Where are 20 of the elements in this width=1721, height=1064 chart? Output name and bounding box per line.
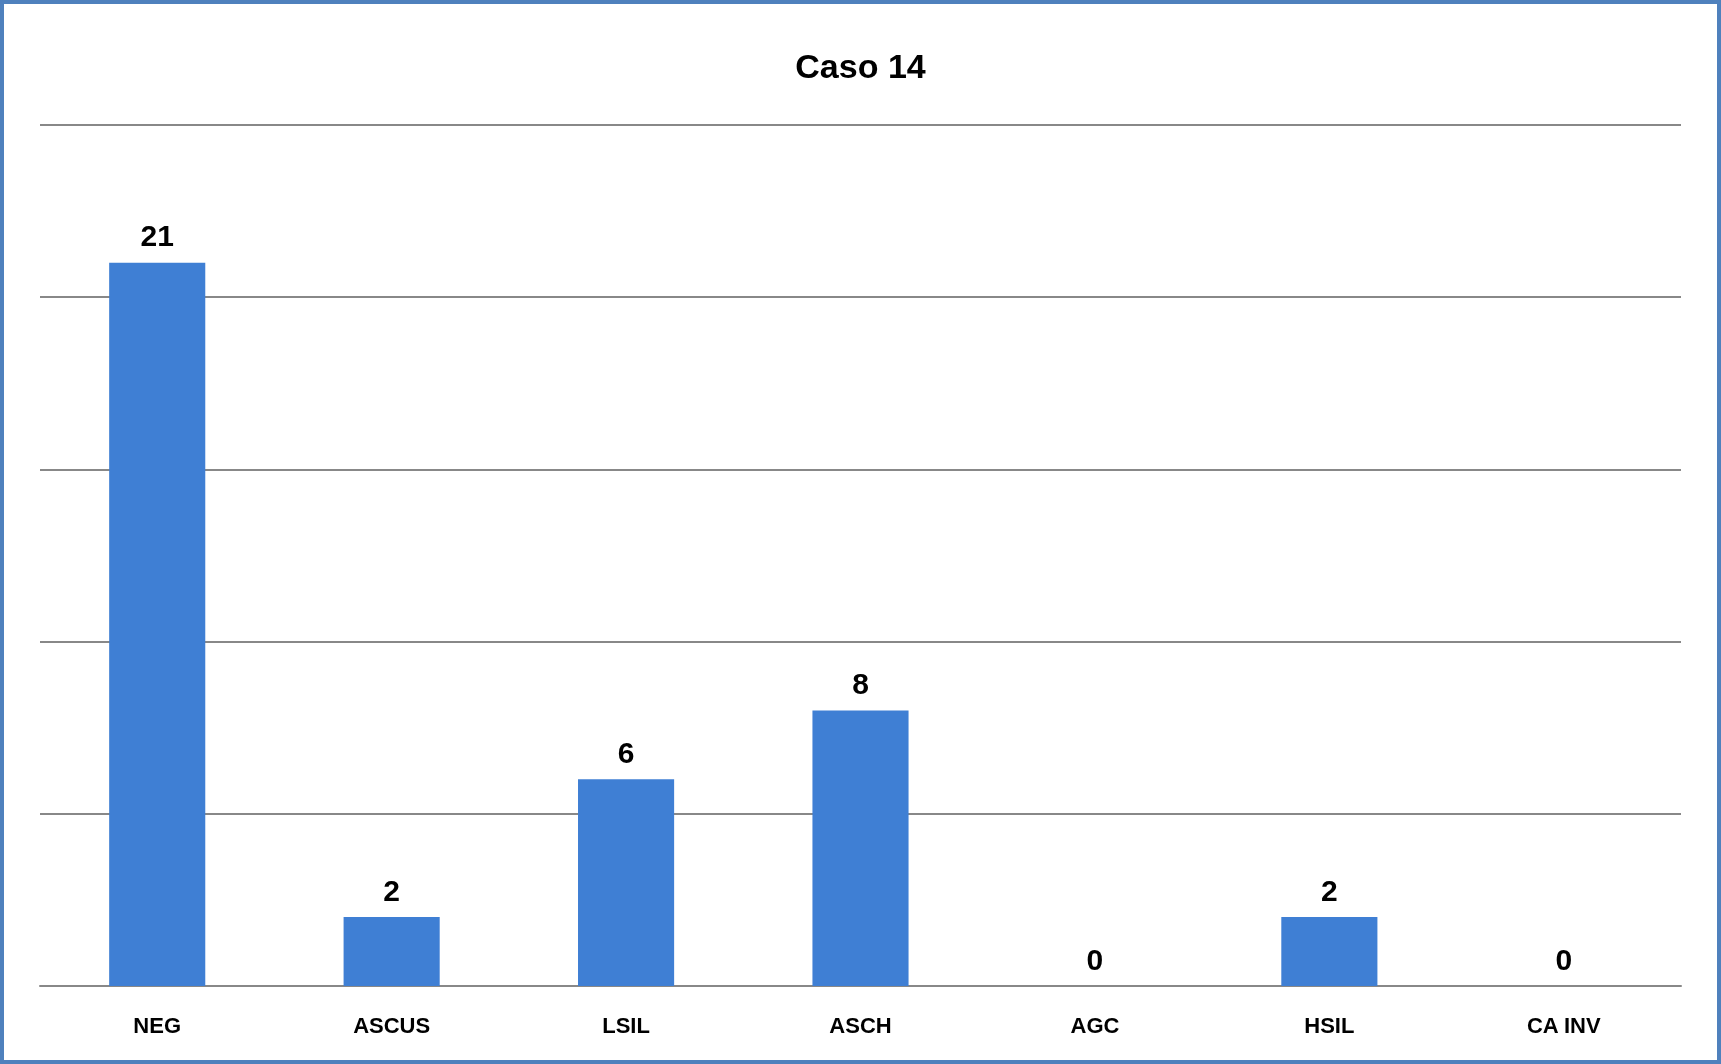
data-label: 6	[617, 735, 635, 769]
x-tick-label: LSIL	[602, 1012, 650, 1038]
data-label: 0	[1555, 942, 1573, 976]
chart-title: Caso 14	[795, 47, 926, 85]
x-tick-label: ASCUS	[353, 1012, 431, 1038]
bar	[109, 262, 206, 986]
bar	[343, 917, 440, 986]
bar	[1281, 917, 1378, 986]
bar	[578, 779, 675, 986]
data-label: 2	[383, 873, 400, 907]
x-tick-label: CA INV	[1526, 1012, 1601, 1038]
x-tick-label: HSIL	[1304, 1012, 1355, 1038]
data-label: 21	[140, 219, 174, 253]
data-label: 2	[1321, 873, 1338, 907]
bar	[812, 710, 909, 986]
x-tick-label: ASCH	[829, 1012, 892, 1038]
x-tick-label: AGC	[1070, 1012, 1120, 1038]
x-tick-label: NEG	[133, 1012, 182, 1038]
data-label: 0	[1086, 942, 1104, 976]
data-label: 8	[852, 666, 869, 700]
